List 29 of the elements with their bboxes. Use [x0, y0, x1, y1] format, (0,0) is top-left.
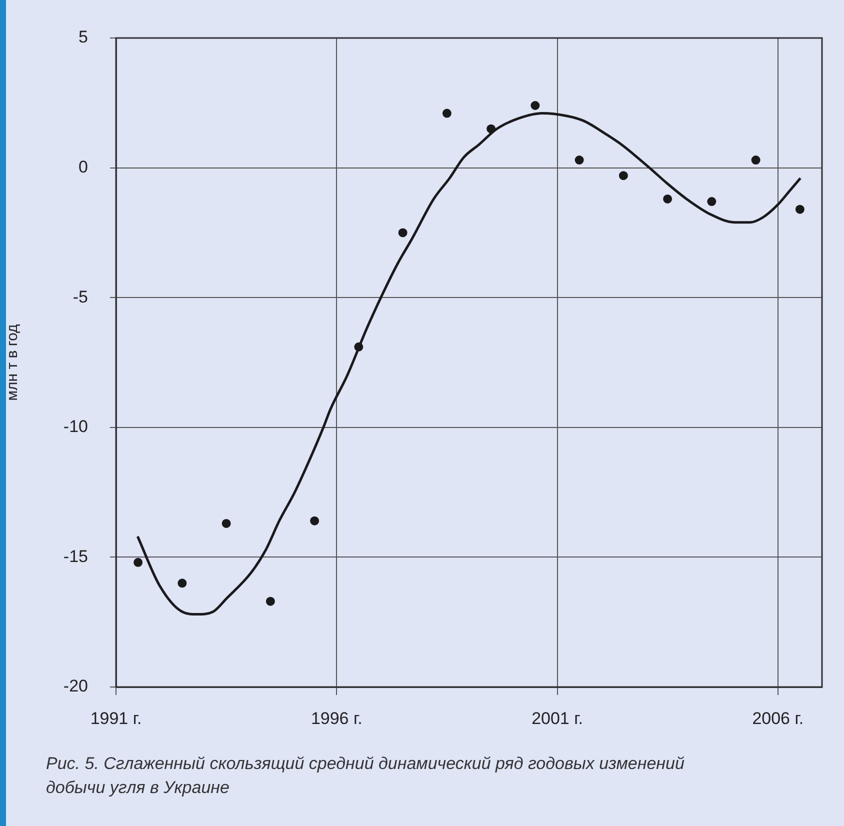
- x-tick-label: 1991 г.: [90, 708, 142, 728]
- point: [178, 578, 187, 588]
- point: [134, 558, 143, 567]
- point: [354, 342, 364, 352]
- point: [574, 156, 584, 165]
- point: [618, 171, 628, 180]
- y-tick-label: 0: [78, 157, 88, 176]
- line-series: [136, 112, 802, 616]
- text: Рис. 5. Сглаженный скользящий средний динамический ряд годовых изменений добычи угля в Украине: [46, 753, 686, 799]
- x-tick-label: 2001 г.: [532, 708, 583, 728]
- point: [707, 197, 716, 206]
- point: [266, 596, 275, 606]
- point: [442, 108, 452, 118]
- x-tick-label: 2006 г.: [752, 708, 804, 728]
- point: [663, 194, 672, 204]
- point: [795, 204, 804, 214]
- point: [398, 228, 408, 238]
- point: [310, 516, 320, 526]
- point: [486, 124, 496, 134]
- x-tick-label: 1996 г.: [310, 708, 362, 728]
- point: [751, 156, 760, 165]
- point: [222, 518, 231, 528]
- point: [530, 100, 540, 110]
- y-tick-label: -10: [63, 417, 88, 436]
- y-tick-label: -5: [72, 287, 88, 306]
- y-axis-title: млн т в год: [4, 324, 22, 401]
- y-tick-label: -15: [63, 546, 88, 566]
- y-tick-label: 5: [78, 28, 88, 47]
- y-tick-label: -20: [63, 676, 88, 696]
